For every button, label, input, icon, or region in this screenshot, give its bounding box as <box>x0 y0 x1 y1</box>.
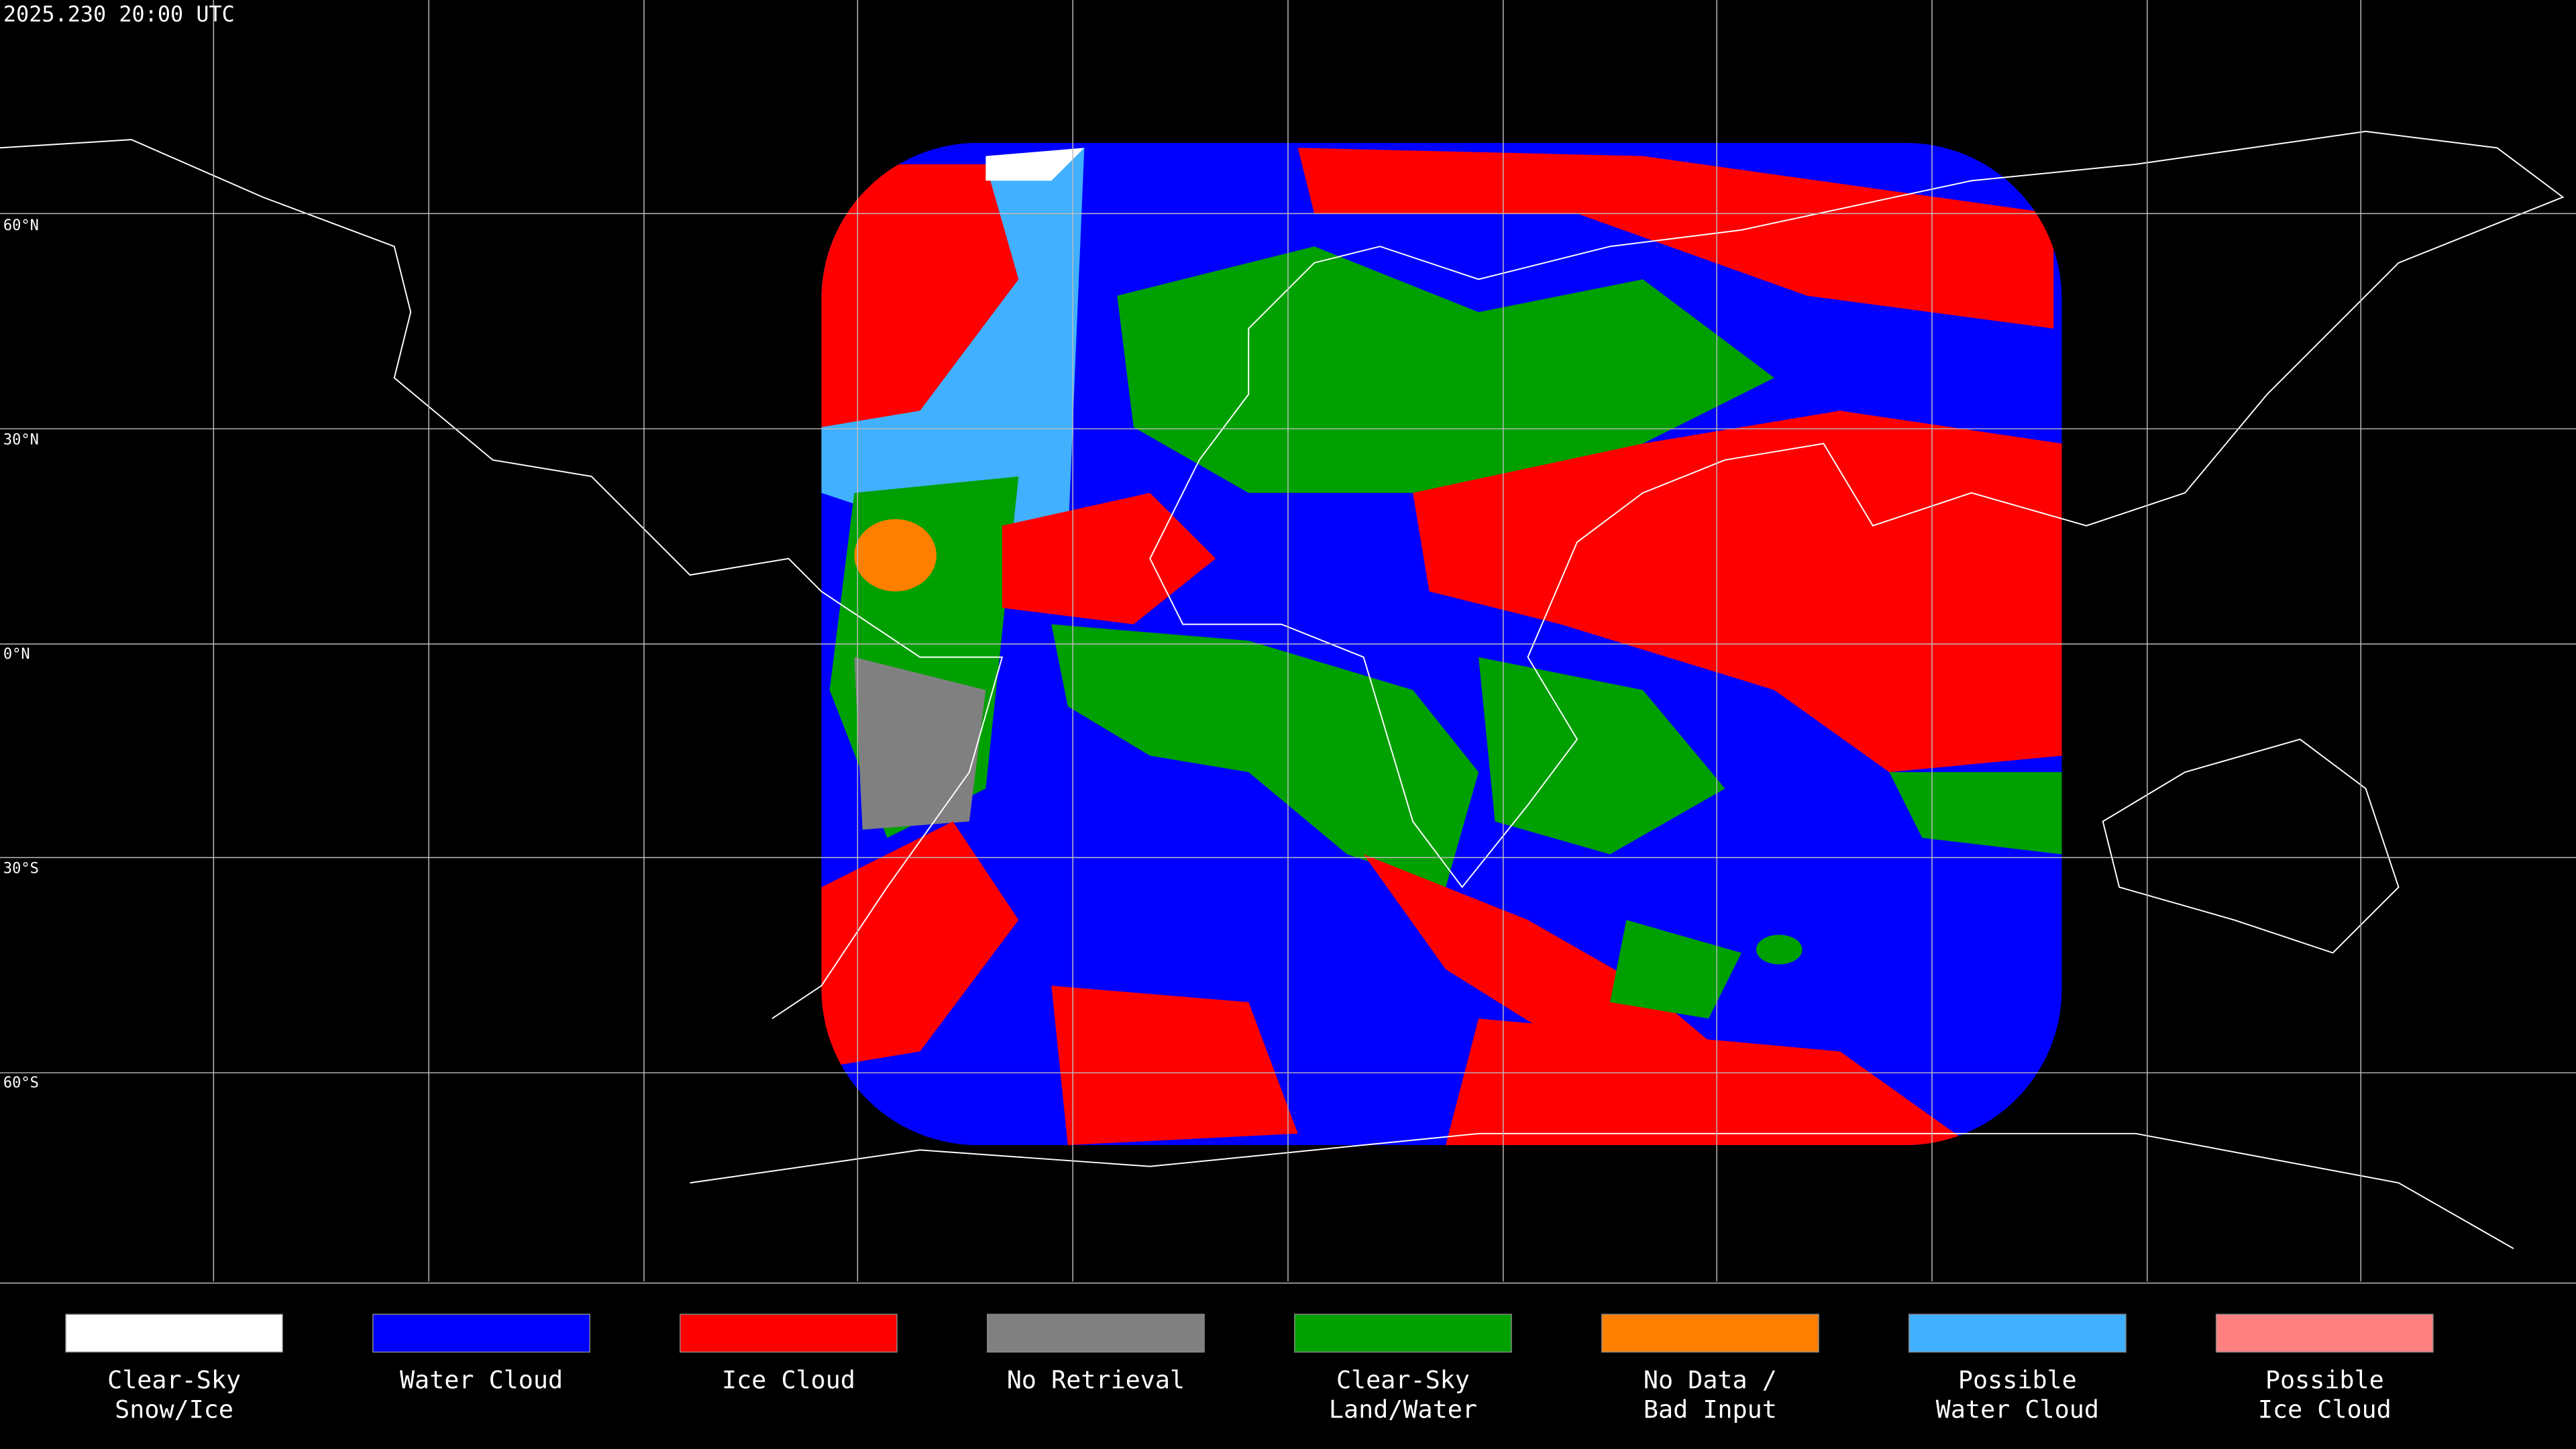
legend-label: Water Cloud <box>400 1365 563 1394</box>
legend-label: Possible <box>1958 1365 2077 1394</box>
legend-label: Ice Cloud <box>2258 1395 2392 1424</box>
legend-label: No Data / <box>1644 1365 1777 1394</box>
legend-swatch <box>372 1313 590 1353</box>
timestamp: 2025.230 20:00 UTC <box>3 1 235 27</box>
legend-swatch <box>987 1313 1205 1353</box>
latitude-label: 60°S <box>3 1075 39 1091</box>
latitude-label: 30°N <box>3 431 39 448</box>
legend-swatch <box>1601 1313 1819 1353</box>
legend-swatch <box>1294 1313 1512 1353</box>
legend-label: Clear-Sky <box>1336 1365 1470 1394</box>
legend-label: Bad Input <box>1644 1395 1777 1424</box>
legend-label: Ice Cloud <box>722 1365 855 1394</box>
legend-label: Land/Water <box>1329 1395 1477 1424</box>
latitude-label: 30°S <box>3 861 39 877</box>
legend-swatch <box>1908 1313 2127 1353</box>
legend-label: Water Cloud <box>1936 1395 2099 1424</box>
legend-swatch <box>680 1313 898 1353</box>
latitude-label: 60°N <box>3 217 39 234</box>
legend-swatch <box>2215 1313 2434 1353</box>
legend-label: Possible <box>2265 1365 2384 1394</box>
latitude-label: 0°N <box>3 646 30 663</box>
latitude-labels: 60°N 30°N 0°N 30°S 60°S <box>3 217 39 1091</box>
graticule <box>0 0 2576 1284</box>
legend-label: Snow/Ice <box>115 1395 233 1424</box>
legend-swatch <box>65 1313 283 1353</box>
legend-label: No Retrieval <box>1007 1365 1185 1394</box>
legend-label: Clear-Sky <box>107 1365 241 1394</box>
